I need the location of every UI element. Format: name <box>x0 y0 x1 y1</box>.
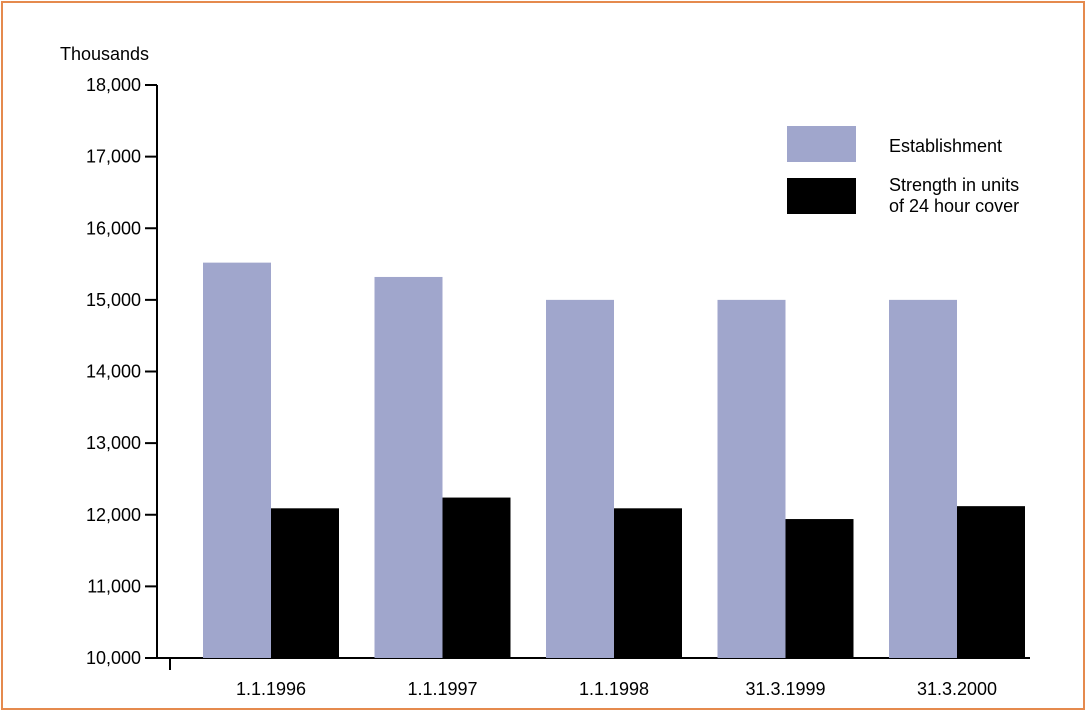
y-axis: 10,000 11,000 12,000 13,000 14,000 15,000 16,0… <box>86 75 158 668</box>
y-axis-label: Thousands <box>60 44 149 64</box>
legend-label: Establishment <box>889 136 1002 156</box>
y-tick-label: 17,000 <box>86 147 141 167</box>
bar-establishment-4 <box>889 299 957 658</box>
legend-swatch <box>787 178 856 214</box>
legend: Establishment Strength in units of 24 hour… <box>787 126 1019 216</box>
bar-establishment-3 <box>717 299 786 658</box>
y-tick-label: 12,000 <box>86 505 141 525</box>
x-tick-label: 1.1.1996 <box>236 679 306 699</box>
bar-establishment-1 <box>374 276 443 658</box>
x-tick-label: 1.1.1998 <box>579 679 649 699</box>
y-tick-label: 13,000 <box>86 433 141 453</box>
legend-label: Strength in units of 24 hour cover <box>889 175 1019 216</box>
x-tick-label: 31.3.2000 <box>917 679 997 699</box>
x-tick-label: 31.3.1999 <box>745 679 825 699</box>
y-tick-label: 11,000 <box>87 576 141 596</box>
bar-establishment-0 <box>203 262 271 658</box>
y-tick-label: 15,000 <box>86 290 141 310</box>
y-tick-label: 18,000 <box>86 75 141 95</box>
y-tick-label: 14,000 <box>86 362 141 382</box>
bar-strength-3 <box>785 519 854 658</box>
x-axis: 1.1.1996 1.1.1997 1.1.1998 31.3.1999 31.3.20… <box>157 657 1030 699</box>
x-tick-label: 1.1.1997 <box>407 679 477 699</box>
bar-strength-1 <box>442 497 511 658</box>
bar-establishment-2 <box>546 299 614 658</box>
legend-swatch <box>787 126 856 162</box>
bar-strength-4 <box>957 506 1025 658</box>
bar-strength-2 <box>614 508 682 658</box>
bars <box>203 262 1025 658</box>
y-tick-label: 10,000 <box>86 648 141 668</box>
bar-strength-0 <box>271 508 339 658</box>
y-tick-label: 16,000 <box>86 218 141 238</box>
